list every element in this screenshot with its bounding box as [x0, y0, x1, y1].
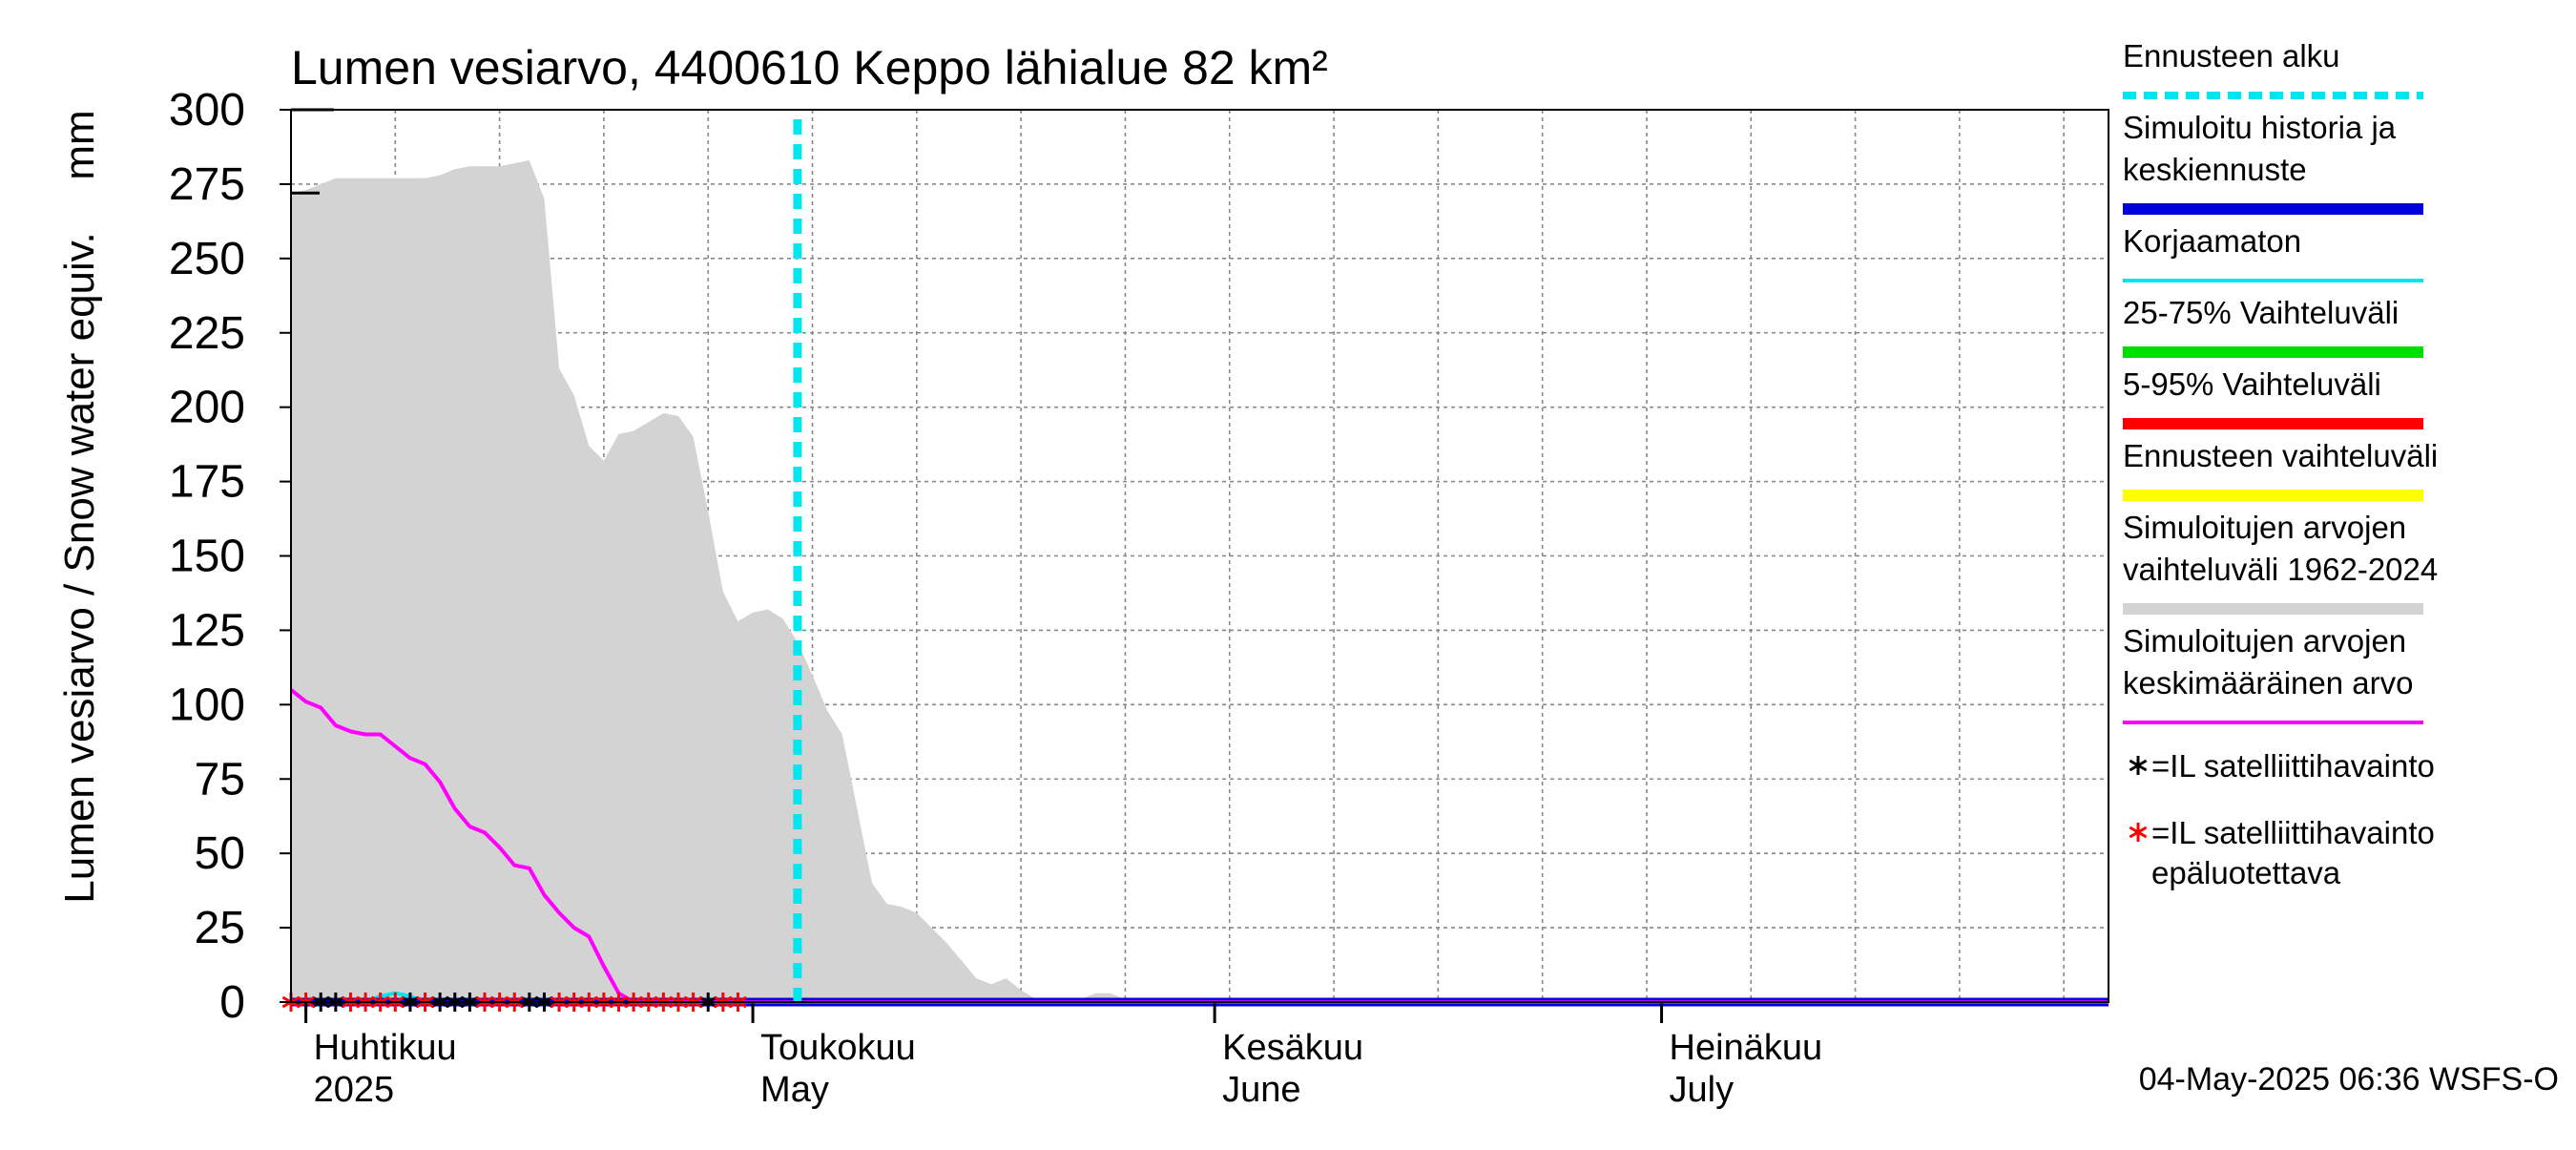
legend-label: Korjaamaton [2123, 223, 2301, 259]
y-tick-label: 50 [195, 828, 245, 879]
y-ticks: 0 25 50 75 100 125 150 175 200 225 250 275 300 [169, 85, 291, 1028]
series-mean-overlay [289, 688, 2109, 1004]
legend-label: vaihteluväli 1962-2024 [2123, 552, 2438, 587]
y-tick-label: 250 [169, 234, 245, 284]
legend-label: =IL satelliittihavainto [2151, 815, 2435, 850]
legend-label: 5-95% Vaihteluväli [2123, 366, 2381, 402]
legend-label: Simuloitujen arvojen [2123, 510, 2406, 545]
y-tick-label: 25 [195, 903, 245, 953]
marker-stroke [2129, 759, 2148, 772]
legend-label: keskimääräinen arvo [2123, 665, 2413, 700]
legend: Ennusteen alku Simuloitu historia ja keski… [2123, 38, 2438, 890]
y-tick-label: 100 [169, 680, 245, 730]
y-tick-label: 75 [195, 754, 245, 805]
y-tick-label: 200 [169, 383, 245, 433]
legend-label: Ennusteen alku [2123, 38, 2340, 73]
y-tick-label: 275 [169, 159, 245, 210]
x-month-label-fi: Heinäkuu [1670, 1028, 1823, 1068]
y-tick-label: 125 [169, 605, 245, 656]
legend-label: =IL satelliittihavainto [2151, 748, 2435, 784]
y-tick-label: 225 [169, 308, 245, 359]
legend-marker-icon [2129, 823, 2148, 842]
y-tick-label: 150 [169, 532, 245, 582]
x-month-label-fi: Kesäkuu [1222, 1028, 1363, 1068]
legend-label: Ennusteen vaihteluväli [2123, 438, 2438, 473]
marker-stroke [2129, 826, 2148, 839]
x-month-label-en: 2025 [314, 1070, 395, 1110]
legend-label: 25-75% Vaihteluväli [2123, 295, 2399, 330]
x-month-label-fi: Toukokuu [760, 1028, 916, 1068]
legend-marker-icon [2129, 756, 2148, 775]
y-tick-label: 0 [219, 977, 245, 1028]
series-range-area [291, 160, 2109, 1002]
legend-label: epäluotettava [2151, 855, 2341, 890]
x-month-label-en: July [1670, 1070, 1735, 1110]
legend-label: Simuloitujen arvojen [2123, 623, 2406, 659]
legend-label: keskiennuste [2123, 152, 2307, 187]
x-month-label-en: May [760, 1070, 829, 1110]
y-tick-label: 175 [169, 457, 245, 508]
footer-timestamp: 04-May-2025 06:36 WSFS-O [2139, 1061, 2559, 1098]
range-layer [291, 160, 2109, 1002]
legend-label: Simuloitu historia ja [2123, 110, 2397, 145]
x-month-label-fi: Huhtikuu [314, 1028, 457, 1068]
chart-title: Lumen vesiarvo, 4400610 Keppo lähialue 8… [291, 41, 1328, 94]
y-axis-unit: mm [56, 110, 103, 179]
y-tick-label: 300 [169, 85, 245, 136]
x-month-label-en: June [1222, 1070, 1300, 1110]
y-axis-label: Lumen vesiarvo / Snow water equiv. [56, 232, 103, 904]
